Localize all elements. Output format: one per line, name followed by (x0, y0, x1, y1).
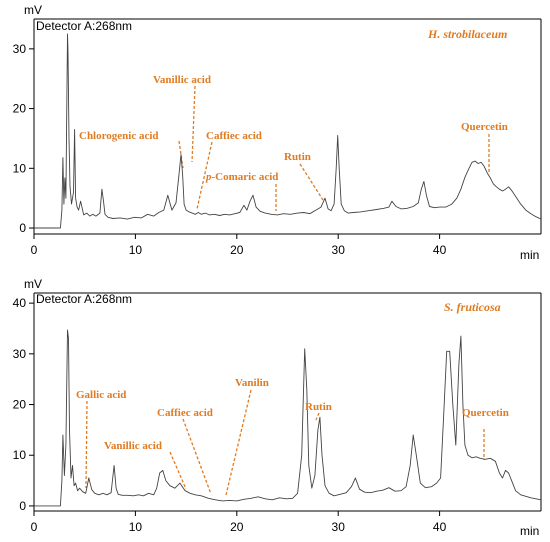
y-unit-label: mV (24, 277, 42, 291)
y-tick-label: 10 (13, 448, 27, 462)
x-tick-label: 0 (31, 520, 38, 534)
chromatogram-panel-s-fruticosa: mV min Detector A:268nm S. fruticosa 0 10… (13, 277, 542, 538)
y-tick-label: 20 (13, 102, 27, 116)
axis-ticks: 0 10 20 30 40 0 10 20 30 40 (13, 296, 447, 534)
y-tick-label: 10 (13, 161, 27, 175)
peak-label-chlorogenic-acid: Chlorogenic acid (79, 130, 159, 142)
peak-label-vanilin: Vanilin (235, 377, 269, 389)
peak-leaders (178, 85, 490, 211)
peak-leader-line (225, 389, 252, 496)
x-tick-label: 30 (332, 520, 346, 534)
peak-label-quercetin: Quercetin (462, 407, 509, 419)
y-tick-label: 40 (13, 296, 27, 310)
chromatogram-trace (34, 33, 542, 229)
x-tick-label: 40 (433, 520, 447, 534)
peak-label-vanillic-acid: Vanillic acid (153, 74, 211, 86)
x-tick-label: 0 (31, 243, 38, 257)
x-tick-label: 20 (230, 520, 244, 534)
detector-label: Detector A:268nm (36, 292, 132, 306)
peak-label-caffiec-acid: Caffiec acid (206, 130, 262, 142)
x-tick-label: 10 (129, 520, 143, 534)
peak-label-caffiec-acid: Caffiec acid (157, 407, 213, 419)
peak-leader-line (169, 451, 187, 490)
peak-leader-line (299, 163, 324, 201)
x-tick-label: 40 (433, 243, 447, 257)
axis-ticks: 0 10 20 30 40 0 10 20 30 (13, 42, 447, 257)
peak-label-rutin: Rutin (305, 401, 332, 413)
peak-label-quercetin: Quercetin (461, 121, 508, 133)
y-tick-label: 30 (13, 42, 27, 56)
sample-title: S. fruticosa (444, 300, 501, 314)
chromatogram-panel-h-strobilaceum: mV min Detector A:268nm H. strobilaceum … (13, 3, 542, 262)
peak-leader-line (178, 140, 184, 169)
x-tick-label: 20 (230, 243, 244, 257)
chromatogram-trace (34, 329, 542, 507)
x-tick-label: 10 (129, 243, 143, 257)
y-tick-label: 0 (19, 221, 26, 235)
peak-label-vanillic-acid: Vanillic acid (104, 440, 162, 452)
peak-leader-line (196, 141, 213, 210)
x-tick-label: 30 (332, 243, 346, 257)
x-unit-label: min (520, 248, 539, 262)
peak-leaders (85, 389, 485, 496)
peak-leader-line (315, 412, 320, 421)
y-unit-label: mV (24, 3, 42, 17)
peak-labels: Gallic acid Vanillic acid Caffiec acid V… (76, 377, 509, 452)
detector-label: Detector A:268nm (36, 19, 132, 33)
peak-label-gallic-acid: Gallic acid (76, 389, 126, 401)
peak-leader-line (182, 418, 212, 495)
sample-title: H. strobilaceum (427, 27, 507, 41)
y-tick-label: 20 (13, 398, 27, 412)
y-tick-label: 0 (19, 499, 26, 513)
x-unit-label: min (520, 524, 539, 538)
peak-labels: Chlorogenic acid Vanillic acid Caffiec a… (79, 74, 508, 183)
peak-label-rutin: Rutin (284, 151, 311, 163)
peak-label-p-comaric-acid: p-Comaric acid (205, 171, 278, 183)
peak-leader-line (85, 400, 88, 489)
y-tick-label: 30 (13, 347, 27, 361)
peak-leader-line (191, 85, 196, 163)
